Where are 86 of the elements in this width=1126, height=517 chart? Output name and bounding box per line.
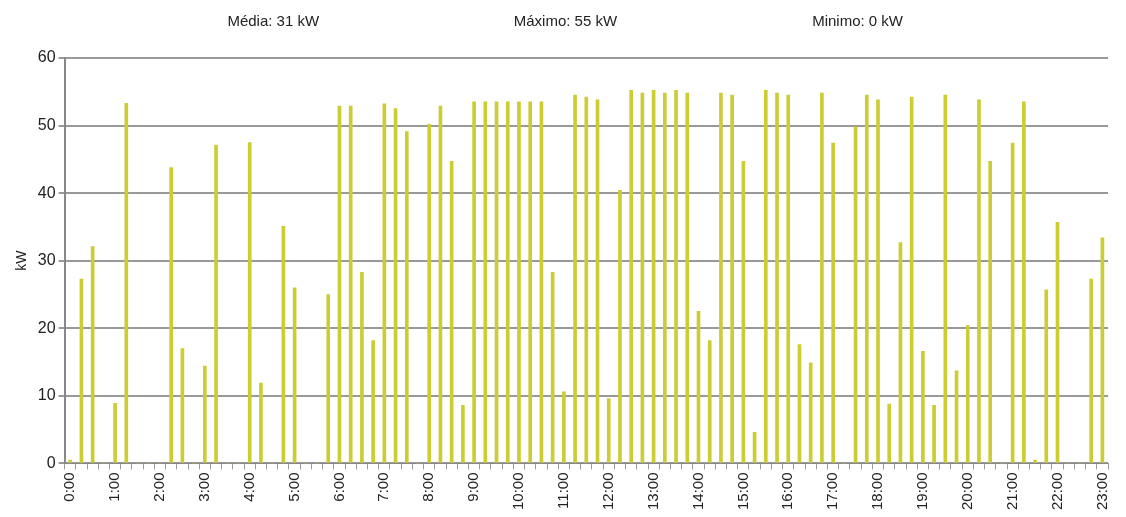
x-tick-label: 10:00	[509, 472, 527, 511]
y-tick-label: 50	[37, 115, 56, 133]
bar	[360, 271, 364, 463]
x-tick-label: 9:00	[464, 472, 482, 502]
bar	[618, 190, 622, 463]
bar	[472, 101, 476, 463]
bar	[685, 92, 690, 463]
x-tick-label: 14:00	[688, 472, 706, 511]
x-tick-label: 21:00	[1002, 472, 1020, 511]
bar	[831, 142, 835, 463]
bar	[674, 90, 678, 463]
bar	[808, 362, 813, 463]
bar	[719, 92, 723, 463]
x-tick-label: 3:00	[194, 472, 212, 502]
bar	[203, 365, 207, 463]
x-tick-label: 12:00	[598, 472, 616, 511]
bar	[763, 90, 768, 463]
x-tick-label: 6:00	[329, 472, 347, 502]
x-tick-label: 7:00	[374, 472, 392, 502]
bar	[663, 92, 667, 463]
bar	[461, 405, 465, 463]
text: Média: 31 kW	[227, 12, 320, 30]
x-tick-label: 20:00	[957, 472, 975, 511]
bar	[988, 161, 993, 463]
bar	[1089, 278, 1093, 463]
x-tick-label: 0:00	[60, 472, 78, 502]
y-axis-title: kW	[13, 249, 30, 271]
bar	[820, 92, 824, 463]
text: Minimo: 0 kW	[812, 12, 904, 30]
bar	[326, 294, 331, 463]
bar	[943, 94, 948, 463]
x-tick-label: 23:00	[1092, 472, 1110, 511]
bar	[573, 94, 577, 463]
x-tick-label: 13:00	[643, 472, 661, 511]
x-tick-label: 18:00	[868, 472, 886, 511]
bar	[427, 123, 432, 463]
bar	[629, 90, 634, 463]
x-tick-label: 2:00	[150, 472, 168, 502]
bar	[584, 96, 589, 463]
x-tick-label: 22:00	[1047, 472, 1065, 511]
x-tick-label: 8:00	[419, 472, 437, 502]
bar	[404, 131, 409, 463]
text: Máximo: 55 kW	[513, 12, 618, 30]
bar	[775, 92, 779, 463]
bar	[259, 382, 263, 463]
y-tick-label: 40	[37, 183, 56, 201]
bar	[730, 94, 734, 463]
bar	[124, 102, 129, 463]
bar	[483, 101, 488, 463]
x-tick-label: 5:00	[284, 472, 302, 502]
x-tick-label: 11:00	[554, 472, 571, 509]
bar	[113, 402, 117, 463]
bar	[932, 405, 936, 463]
bar	[1033, 459, 1037, 463]
bar	[786, 94, 791, 463]
bar	[876, 99, 880, 463]
bar	[921, 350, 925, 463]
bar	[1022, 101, 1026, 463]
bar	[977, 99, 981, 463]
x-tick-label: 4:00	[239, 472, 257, 502]
y-tick-label: 60	[37, 48, 56, 66]
x-tick-label: 16:00	[778, 472, 796, 511]
x-tick-label: 1:00	[105, 472, 123, 502]
bar	[371, 340, 375, 463]
bar	[965, 325, 970, 463]
bar	[247, 142, 252, 463]
y-tick-label: 30	[37, 251, 56, 269]
bar	[562, 391, 566, 463]
x-tick-label: 17:00	[823, 472, 841, 511]
bar	[887, 403, 892, 463]
bar	[214, 144, 218, 463]
y-tick-label: 20	[37, 318, 56, 336]
bar	[864, 94, 869, 463]
y-tick-label: 10	[37, 386, 56, 404]
bar	[505, 101, 510, 463]
y-tick-label: 0	[46, 453, 56, 471]
x-tick-label: 15:00	[733, 472, 751, 511]
bar	[707, 340, 712, 463]
bar	[517, 101, 521, 463]
bar	[68, 459, 73, 463]
bar	[169, 167, 174, 463]
bar	[1044, 289, 1049, 463]
bar	[606, 398, 611, 463]
x-tick-label: 19:00	[913, 472, 931, 511]
bar	[528, 101, 533, 463]
bar	[348, 105, 353, 463]
